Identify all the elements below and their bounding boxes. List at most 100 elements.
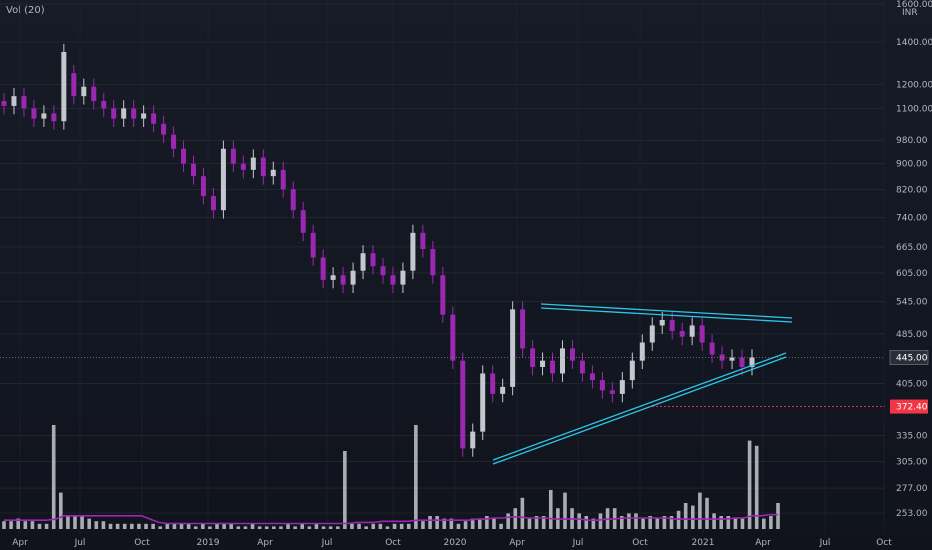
volume-bar (676, 510, 681, 529)
volume-bar (208, 526, 212, 529)
candle-body (470, 431, 476, 449)
candle-body (450, 314, 456, 361)
time-tick-label: Apr (257, 538, 273, 548)
volume-bar (371, 523, 376, 529)
candle-body (21, 96, 27, 109)
candle-body (400, 270, 406, 285)
candle-body (240, 163, 246, 170)
candle-body (410, 232, 416, 271)
volume-bar (648, 516, 652, 529)
candle-body (200, 176, 206, 197)
candle-body (101, 100, 107, 109)
volume-bar (350, 523, 354, 529)
time-tick-label: 2019 (197, 538, 220, 548)
price-axis[interactable]: 1600.00 1400.00 1200.00 1100.00 980.00 900.00… (889, 0, 932, 519)
candle-body (310, 232, 316, 258)
volume-bar (87, 518, 92, 529)
price-tick-label: 277.00 (896, 484, 928, 494)
time-tick-label: Oct (134, 538, 150, 548)
candle-body (569, 348, 575, 361)
volume-bar (44, 523, 49, 529)
current-price-badge-label: 445.00 (896, 354, 928, 364)
volume-bar (485, 516, 489, 529)
candle-body (220, 148, 226, 211)
candle-body (609, 390, 615, 394)
volume-bar (627, 513, 631, 529)
time-axis[interactable]: Apr Jul Oct 2019 Apr Jul Oct 2020 Apr Jul Oct 2021 A… (12, 538, 892, 548)
volume-bar (435, 516, 439, 529)
time-tick-label: Jul (74, 538, 86, 548)
volume-bar (406, 523, 411, 529)
volume-bar (669, 516, 674, 529)
volume-bar (463, 521, 468, 529)
volume-bar (683, 503, 688, 529)
resistance-trendline (540, 307, 793, 323)
volume-bar (541, 516, 546, 529)
triangle-trendlines[interactable] (492, 303, 793, 465)
candle-body (290, 189, 296, 211)
volume-bar (769, 516, 773, 529)
candle-body (619, 380, 625, 394)
candle-body (181, 148, 187, 164)
volume-bar (243, 526, 248, 529)
volume-bar (641, 518, 645, 529)
volume-bar (619, 516, 624, 529)
volume-bar (51, 425, 56, 529)
candle-body (210, 196, 216, 211)
candle-body (500, 386, 506, 394)
volume-bar (307, 526, 312, 529)
candle-body (280, 169, 286, 190)
volume-bar (37, 523, 42, 529)
volume-bar (520, 497, 525, 529)
time-tick-label: Oct (385, 538, 401, 548)
volume-bar (577, 513, 581, 529)
volume-bar (314, 523, 319, 529)
volume-ma-line (4, 513, 778, 525)
price-tick-label: 1600.00 (896, 0, 932, 10)
candle-body (390, 275, 396, 285)
volume-bar (335, 526, 340, 529)
volume-bar (563, 492, 567, 529)
volume-moving-average (4, 513, 778, 525)
volume-bar (456, 523, 461, 529)
candle-body (330, 275, 336, 280)
candle-body (91, 86, 97, 101)
volume-bar (747, 440, 752, 529)
time-tick-label: Apr (12, 538, 28, 548)
volume-bar (229, 523, 234, 529)
volume-bar (215, 523, 219, 529)
volume-bar (392, 523, 397, 529)
volume-bar (399, 523, 404, 529)
support-trendline (492, 356, 787, 465)
volume-bar (257, 526, 262, 529)
volume-bar (662, 516, 667, 529)
resistance-trendline (540, 303, 793, 319)
volume-bar (634, 513, 638, 529)
candle-body (370, 253, 376, 267)
price-tick-label: 253.00 (896, 509, 928, 519)
volume-bar (293, 526, 297, 529)
candle-body (41, 113, 47, 119)
price-tick-label: 605.00 (896, 269, 928, 279)
candle-body (151, 113, 157, 124)
candle-body (739, 357, 745, 367)
volume-bar (357, 523, 361, 529)
current-price-badge (889, 350, 929, 365)
volume-bar (186, 523, 191, 529)
volume-bar (115, 523, 120, 529)
volume-bar (222, 523, 226, 529)
volume-bar (279, 526, 283, 529)
candle-body (270, 169, 276, 177)
candle-body (131, 108, 137, 119)
volume-indicator-label[interactable]: Vol (20) (6, 5, 45, 16)
time-tick-label: 2021 (692, 538, 715, 548)
candle-body (61, 52, 67, 122)
candle-body (300, 210, 306, 233)
volume-bar (300, 523, 305, 529)
volume-bar (527, 518, 532, 529)
candle-body (340, 275, 346, 285)
price-tick-label: 1200.00 (896, 80, 932, 90)
currency-label: INR (902, 8, 918, 18)
